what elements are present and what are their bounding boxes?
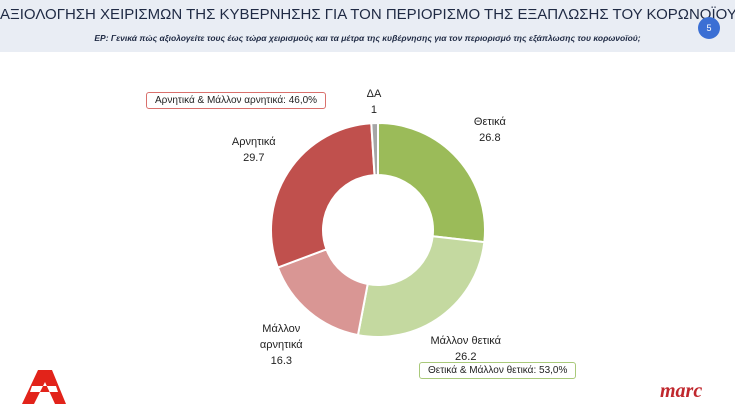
page-number: 5 [698,17,720,39]
category-label: Θετικά [473,116,506,129]
category-label: Μάλλον αρνητικά [259,322,303,351]
slice-label: Μάλλον θετικά 26.2 [430,333,501,365]
logo [22,370,66,404]
annotation: Θετικά & Μάλλον θετικά: 53,0% [419,362,577,379]
value-label: 1 [370,104,378,117]
slice-label: Θετικά 26.8 [474,114,506,146]
value-label: 29.7 [243,151,265,164]
donut-slice [356,235,486,338]
donut-slice [270,122,376,269]
value-label: 26.2 [455,351,477,364]
value-label: 16.3 [270,354,292,367]
annotation: Αρνητικά & Μάλλον αρνητικά: 46,0% [146,92,327,109]
donut-slice [370,121,379,177]
slice-label: Αρνητικά 29.7 [232,134,276,166]
header: ΑΞΙΟΛΟΓΗΣΗ ΧΕΙΡΙΣΜΩΝ ΤΗΣ ΚΥΒΕΡΝΗΣΗΣ ΓΙΑ … [0,0,735,52]
category-label: ΔΑ [366,88,382,101]
category-label: Αρνητικά [231,135,276,148]
slice-label: ΔΑ 1 [367,86,382,118]
donut-slice [377,121,486,244]
brand-logo: marc [660,380,703,402]
slice-label: Μάλλον αρνητικά 16.3 [251,321,311,369]
value-label: 26.8 [479,132,501,145]
category-label: Μάλλον θετικά [430,335,502,348]
title: ΑΞΙΟΛΟΓΗΣΗ ΧΕΙΡΙΣΜΩΝ ΤΗΣ ΚΥΒΕΡΝΗΣΗΣ ΓΙΑ … [0,6,735,23]
subtitle: ΕΡ: Γενικά πώς αξιολογείτε τους έως τώρα… [94,33,641,43]
